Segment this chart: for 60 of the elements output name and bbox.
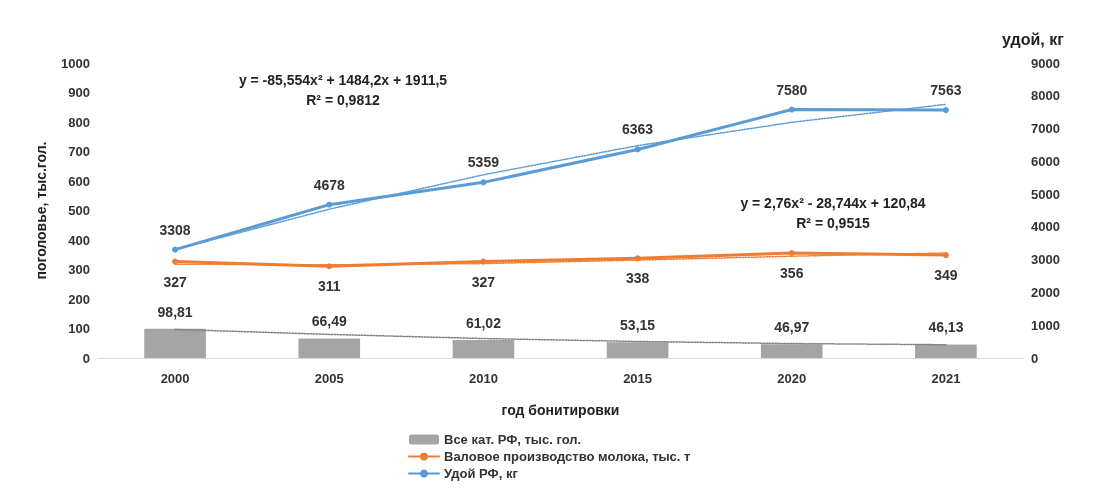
y-tick-label: 600 [68, 173, 90, 189]
point [634, 146, 641, 153]
y2-tick-label: 5000 [1031, 186, 1060, 202]
data-label: 338 [625, 270, 650, 287]
y-tick-label: 500 [68, 203, 90, 218]
y-tick-label: 400 [68, 232, 90, 248]
y2-tick-label: 0 [1031, 350, 1039, 366]
data-label: 311 [317, 278, 341, 295]
point [942, 107, 949, 114]
data-label: 327 [471, 273, 496, 290]
data-label: 46,97 [774, 319, 810, 336]
y2-tick-label: 7000 [1031, 121, 1060, 137]
annotation: y = -85,554x² + 1484,2x + 1911,5 R² = 0,9812 [238, 72, 448, 108]
point [326, 201, 333, 208]
y-tick-label: 0 [82, 350, 90, 366]
y-tick-label: 300 [68, 262, 90, 277]
data-label: 4678 [313, 176, 346, 193]
data-label: 3308 [159, 221, 191, 238]
legend-label: Все кат. РФ, тыс. гол. [444, 432, 582, 447]
legend-label: Валовое производство молока, тыс. т [444, 449, 691, 464]
x-tick-label: 2005 [314, 371, 344, 386]
x-tick-label: 2020 [777, 371, 807, 386]
point [788, 106, 795, 113]
annotation: y = 2,76x² - 28,744x + 120,84 R² = 0,9515 [740, 195, 926, 231]
y2-tick-label: 2000 [1031, 284, 1060, 300]
x-axis-title: год бонитировки [501, 402, 620, 418]
data-label: 327 [163, 273, 187, 290]
y-tick-label: 200 [68, 291, 90, 307]
point [788, 249, 795, 256]
y2-tick-label: 6000 [1031, 153, 1060, 169]
point [942, 252, 949, 259]
y-tick-label: 700 [68, 144, 90, 159]
x-tick-label: 2010 [468, 371, 498, 386]
x-tick-label: 2015 [623, 371, 653, 386]
data-label: 6363 [622, 121, 654, 138]
data-label: 5359 [467, 154, 500, 171]
y2-tick-label: 8000 [1031, 88, 1060, 104]
data-label: 66,49 [311, 313, 347, 330]
data-label: 349 [934, 267, 958, 284]
x-tick-label: 2021 [931, 371, 961, 386]
data-label: 53,15 [620, 317, 656, 334]
x-tick-label: 2000 [160, 371, 190, 386]
y2-tick-label: 9000 [1031, 55, 1060, 71]
point [480, 179, 487, 186]
y2-tick-label: 3000 [1031, 252, 1060, 268]
y-tick-label: 100 [68, 321, 90, 336]
data-label: 98,81 [157, 303, 193, 320]
y-tick-label: 1000 [61, 55, 90, 71]
y2-tick-label: 4000 [1031, 219, 1060, 235]
y2-tick-label: 1000 [1031, 317, 1060, 333]
data-label: 46,13 [928, 319, 964, 336]
y-tick-label: 800 [68, 114, 90, 130]
y2-axis-title: удой, кг [1002, 30, 1065, 48]
legend-label: Удой РФ, кг [444, 466, 519, 481]
data-label: 356 [780, 264, 804, 281]
data-label: 61,02 [465, 315, 502, 331]
y-tick-label: 900 [68, 85, 90, 100]
y-axis-title: поголовье, тыс.гол. [33, 141, 49, 280]
data-label: 7563 [930, 82, 962, 99]
data-label: 7580 [776, 81, 808, 98]
